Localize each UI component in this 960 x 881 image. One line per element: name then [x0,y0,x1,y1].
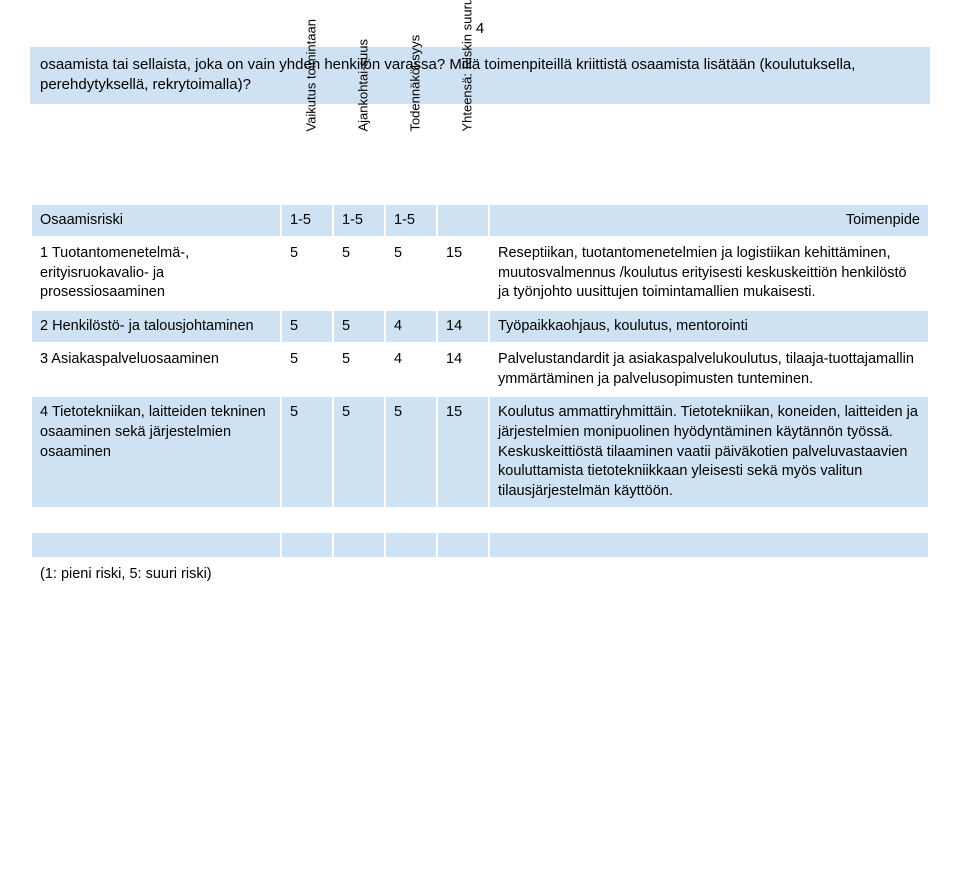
table-footer-row: (1: pieni riski, 5: suuri riski) [31,558,929,592]
row-label: 4 Tietotekniikan, laitteiden tekninen os… [31,396,281,508]
row-v3: 5 [385,396,437,508]
col-header-left: Osaamisriski [31,204,281,238]
table-scale-row: Osaamisriski 1-5 1-5 1-5 Toimenpide [31,204,929,238]
row-v2: 5 [333,343,385,396]
row-label: 3 Asiakaspalveluosaaminen [31,343,281,396]
row-desc: Palvelustandardit ja asiakaspalvelukoulu… [489,343,929,396]
row-desc: Koulutus ammattiryhmittäin. Tietotekniik… [489,396,929,508]
row-v2: 5 [333,237,385,310]
row-v3: 4 [385,310,437,344]
row-label: 2 Henkilöstö- ja talousjohtaminen [31,310,281,344]
intro-text: osaamista tai sellaista, joka on vain yh… [30,47,930,104]
scale-1: 1-5 [281,204,333,238]
table-row: 3 Asiakaspalveluosaaminen 5 5 4 14 Palve… [31,343,929,396]
footer-note: (1: pieni riski, 5: suuri riski) [31,558,281,592]
table-row: 1 Tuotantomenetelmä-, erityisruokavalio-… [31,237,929,310]
table-row: 2 Henkilöstö- ja talousjohtaminen 5 5 4 … [31,310,929,344]
row-v3: 4 [385,343,437,396]
row-v2: 5 [333,310,385,344]
row-v4: 15 [437,396,489,508]
table-header-vertical: Vaikutus toimintaan Ajankohtai-suus Tode… [31,109,929,204]
row-desc: Reseptiikan, tuotantomenetelmien ja logi… [489,237,929,310]
row-desc: Työpaikkaohjaus, koulutus, mentorointi [489,310,929,344]
scale-3: 1-5 [385,204,437,238]
page-number: 4 [30,20,930,37]
col-header-desc: Toimenpide [489,204,929,238]
row-label: 1 Tuotantomenetelmä-, erityisruokavalio-… [31,237,281,310]
row-v1: 5 [281,343,333,396]
row-v3: 5 [385,237,437,310]
table-row-empty [31,508,929,532]
risk-table: Vaikutus toimintaan Ajankohtai-suus Tode… [30,108,930,593]
scale-2: 1-5 [333,204,385,238]
row-v2: 5 [333,396,385,508]
row-v4: 14 [437,343,489,396]
row-v1: 5 [281,396,333,508]
table-row-empty [31,532,929,558]
table-row: 4 Tietotekniikan, laitteiden tekninen os… [31,396,929,508]
row-v1: 5 [281,310,333,344]
row-v4: 15 [437,237,489,310]
row-v1: 5 [281,237,333,310]
row-v4: 14 [437,310,489,344]
